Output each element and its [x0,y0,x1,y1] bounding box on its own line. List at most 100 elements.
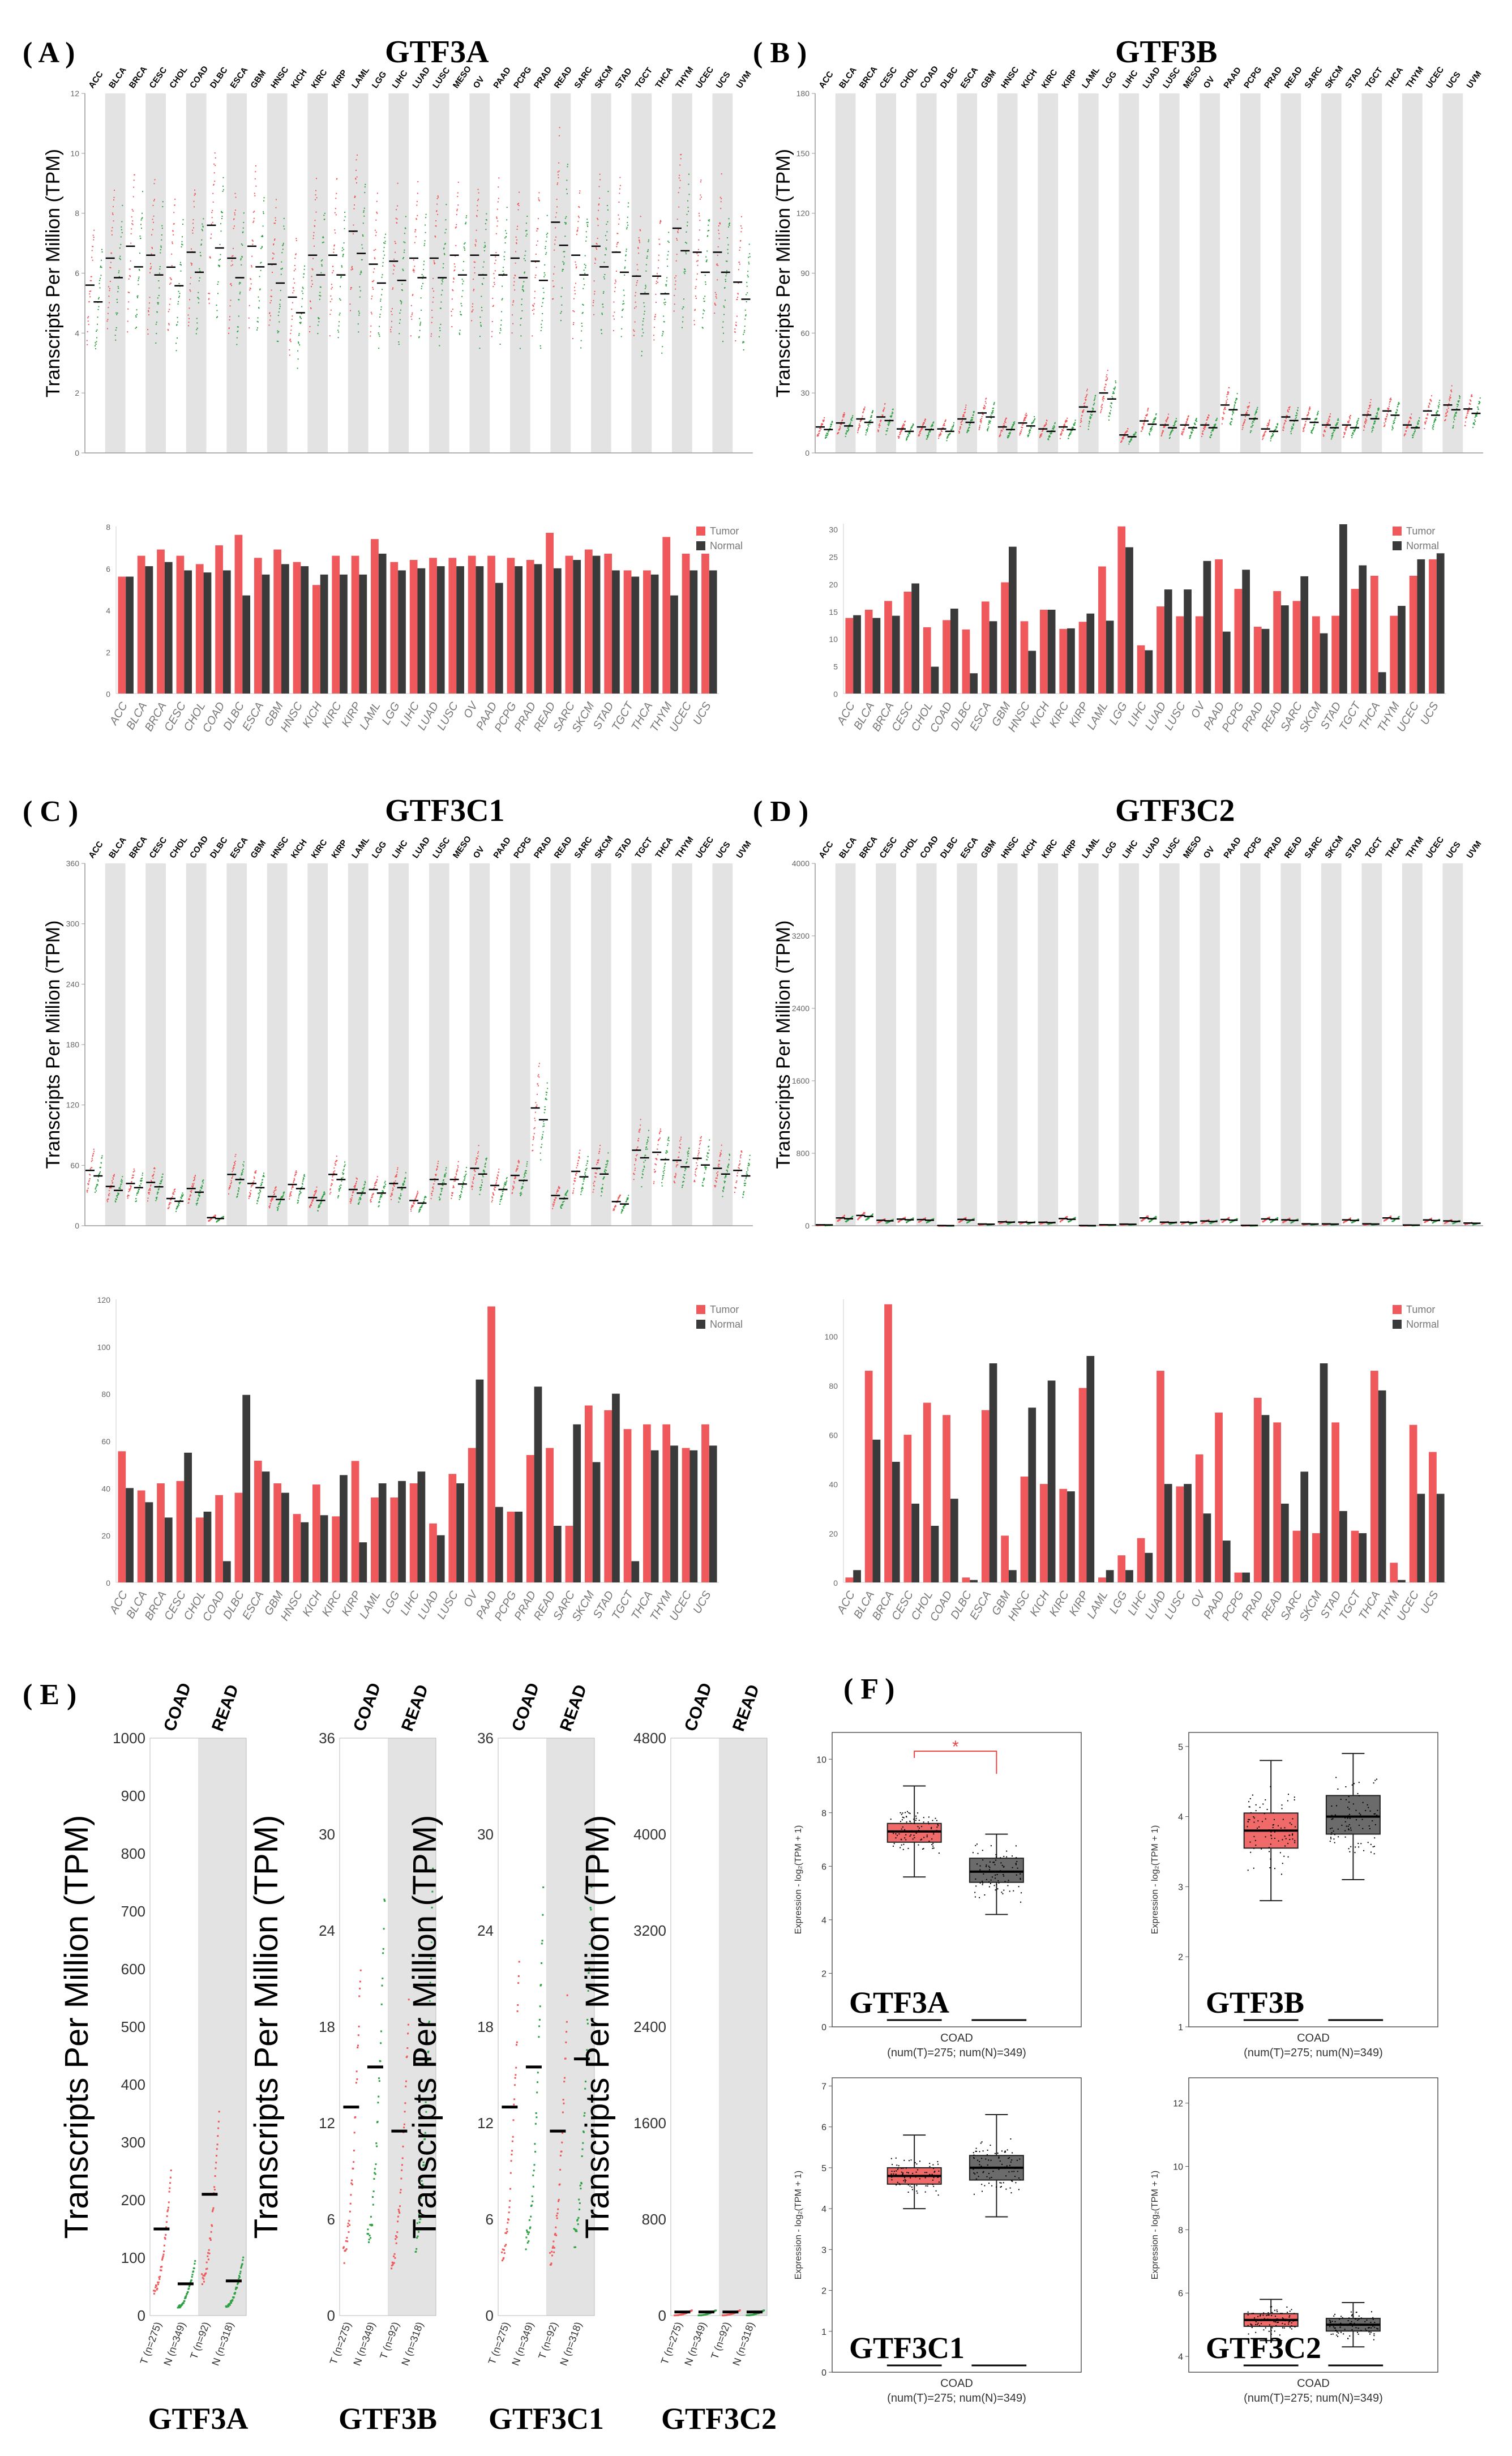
bar-normal [1203,1513,1211,1582]
bar-normal [242,1394,251,1582]
y-tick-label: 10 [829,635,838,644]
scatter-points [438,1167,447,1201]
cancer-label: BRCA [127,835,149,860]
y-tick-label: 800 [642,2211,666,2228]
y-tick-label: 0 [805,448,809,457]
y-tick-label: 3200 [633,1922,666,1939]
y-axis-title: Transcripts Per Million (TPM) [42,921,64,1169]
bar-tumor [923,627,931,694]
bar-tumor [293,1514,301,1582]
cancer-label: OV [472,75,486,91]
jitter-points [1247,1786,1296,1875]
cancer-label: KIRC [1040,67,1060,90]
y-tick-label: 1000 [113,1730,145,1747]
cancer-label: MESO [451,834,473,860]
legend-normal: Normal [1406,1319,1439,1330]
bar-normal [1261,1415,1270,1582]
scatter-points [693,179,702,326]
bar-tumor [487,1306,495,1582]
y-tick-label: 3200 [792,931,809,940]
bar-tumor [351,555,359,694]
y-tick-label: 150 [796,149,810,158]
bar-normal [534,1387,542,1582]
column-band [916,863,937,1226]
cancer-label: OV [472,845,486,861]
scatter-points [256,197,265,331]
bar-normal [1436,553,1445,694]
bar-normal [359,1542,367,1582]
bar-normal [612,570,620,694]
scatter-points [216,1216,224,1223]
bar-tumor [1157,1371,1164,1582]
bar-tumor [137,555,145,694]
bar-normal [1009,546,1017,694]
column-band [1402,93,1423,453]
scatter-points [906,423,914,441]
jitter-points [1329,1777,1378,1855]
cancer-label: READ [552,65,574,91]
significance-star: * [952,1738,959,1756]
scatter-points [499,207,508,345]
box-plot-gtf3b: 1 2 3 4 5 Expression - log₂(TPM + 1) GTF3B COAD… [1150,1732,1438,2059]
column-band [671,863,692,1226]
cancer-label: LIHC [1121,69,1140,91]
scatter-points [661,1136,670,1187]
bar-tumor [507,1512,515,1582]
column-band [1361,863,1382,1226]
y-tick-label: 8 [821,1809,826,1819]
scatter-points [390,1167,399,1200]
x-tick-label: T (n=92) [188,2321,212,2361]
y-tick-label: 400 [121,2076,145,2093]
bar-tumor [429,558,437,694]
y-tick-label: 0 [805,1221,809,1230]
scatter-points [378,233,387,349]
bar-normal [853,1570,861,1582]
scatter-points [1371,407,1380,433]
column-band [1159,93,1180,453]
category-label: KICH [1028,1589,1052,1619]
y-tick-label: 5 [821,2164,826,2173]
gene-name: GTF3C1 [489,2402,604,2436]
y-tick-label: 2 [75,388,79,397]
plot-frame [832,2077,1082,2373]
bar-normal [931,666,939,694]
bar-tumor [1429,559,1437,694]
bar-normal [592,1462,601,1582]
y-tick-label: 2400 [633,2018,666,2035]
column-band [1402,863,1423,1226]
bar-tumor [584,1405,593,1582]
scatter-points [600,191,609,335]
scatter-points [572,1149,581,1194]
bar-tumor [845,1577,854,1582]
y-tick-label: 12 [477,2115,494,2132]
cancer-label: THYM [674,65,695,91]
panel-e: ( E )01002003004005006007008009001000Tra… [23,1679,777,2436]
bar-tumor [409,1483,418,1582]
scatter-points [114,204,123,341]
y-tick-label: 20 [829,580,838,589]
legend-swatch-normal [1393,541,1402,550]
category-label: UCS [1418,1589,1441,1616]
column-band [186,93,207,453]
bar-tumor [1020,1477,1029,1582]
cancer-label: LGG [1100,70,1119,90]
cancer-label: THCA [1383,835,1405,860]
scatter-points [885,408,894,435]
cancer-label: CESC [148,835,169,860]
y-tick-label: 36 [319,1730,335,1747]
cancer-label: COAD [160,1680,195,1734]
category-label: KICH [1028,700,1052,730]
scatter-points [701,1139,710,1187]
bar-normal [515,566,523,694]
bar-tumor [157,1483,165,1582]
column-band [388,863,409,1226]
y-tick-label: 4 [75,328,79,337]
bar-tumor [507,558,515,694]
column-band [226,93,247,453]
column-band [348,863,369,1226]
y-axis-title: Transcripts Per Million (TPM) [58,1815,95,2239]
bar-tumor [1098,566,1106,694]
gene-name: GTF3B [1206,1986,1304,2019]
y-tick-label: 12 [1173,2099,1183,2109]
scatter-points [539,215,549,349]
